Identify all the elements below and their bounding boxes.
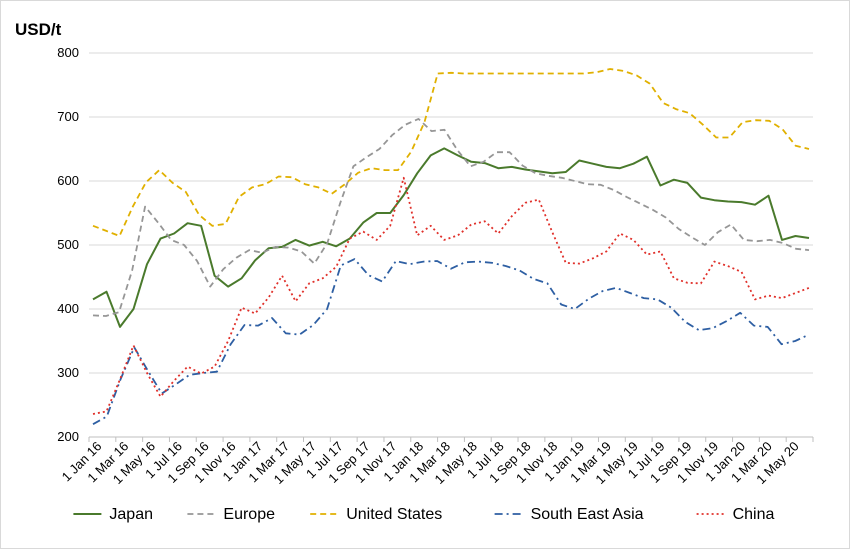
- y-tick-label: 600: [57, 173, 79, 188]
- legend-entry: Japan: [109, 506, 153, 523]
- series-line-japan: [92, 147, 810, 328]
- series-lines: [92, 68, 810, 425]
- y-tick-labels: 200 300 400 500 600 700 800: [57, 45, 79, 444]
- legend-entry: Europe: [223, 506, 275, 523]
- series-line-europe: [92, 118, 810, 317]
- legend-entry: China: [733, 506, 775, 523]
- series-line-united-states: [92, 68, 810, 237]
- y-tick-label: 500: [57, 237, 79, 252]
- gridlines: [89, 52, 813, 438]
- legend-entry: South East Asia: [531, 506, 644, 523]
- series-line-china: [92, 176, 810, 415]
- y-tick-label: 400: [57, 301, 79, 316]
- y-tick-label: 300: [57, 365, 79, 380]
- axes: [88, 436, 814, 442]
- x-tick-labels: 1 Jan 161 Mar 161 May 161 Jul 161 Sep 16…: [59, 439, 802, 487]
- y-tick-label: 200: [57, 429, 79, 444]
- legend: Japan Europe United States South East Asia C…: [73, 506, 775, 523]
- y-tick-label: 700: [57, 109, 79, 124]
- y-tick-label: 800: [57, 45, 79, 60]
- y-axis-label: USD/t: [15, 20, 62, 39]
- legend-entry: United States: [346, 506, 442, 523]
- series-line-south-east-asia: [92, 258, 810, 425]
